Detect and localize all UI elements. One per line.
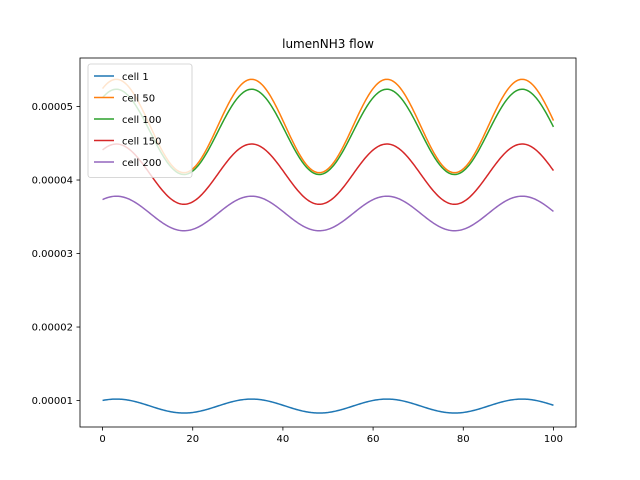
y-axis: 0.00001 0.00002 0.00003 0.00004 0.00005 — [32, 102, 80, 407]
x-tick-label: 100 — [544, 434, 563, 445]
x-tick-label: 20 — [186, 434, 199, 445]
legend-label: cell 150 — [122, 137, 161, 148]
y-tick-label: 0.00005 — [32, 102, 73, 113]
series-line-5 — [102, 195, 554, 232]
y-tick-label: 0.00001 — [32, 396, 73, 407]
series-line-1 — [102, 398, 554, 414]
legend-label: cell 200 — [122, 158, 161, 169]
series-line-4 — [102, 143, 555, 206]
legend-label: cell 1 — [122, 72, 149, 83]
y-tick-label: 0.00004 — [32, 176, 73, 187]
legend-box — [87, 63, 193, 178]
chart-title: lumenNH3 flow — [282, 37, 374, 51]
x-tick-label: 80 — [457, 434, 470, 445]
x-tick-label: 40 — [277, 434, 290, 445]
y-tick-label: 0.00003 — [32, 249, 73, 260]
y-tick-label: 0.00002 — [32, 323, 73, 334]
x-tick-label: 60 — [367, 434, 380, 445]
legend-label: cell 100 — [122, 115, 161, 126]
legend: cell 1 cell 50 cell 100 cell 150 cell 200 — [87, 63, 193, 178]
plot-area — [79, 57, 577, 428]
legend-label: cell 50 — [122, 94, 155, 105]
x-tick-label: 0 — [99, 434, 105, 445]
x-axis: 0 20 40 60 80 100 — [99, 427, 563, 445]
